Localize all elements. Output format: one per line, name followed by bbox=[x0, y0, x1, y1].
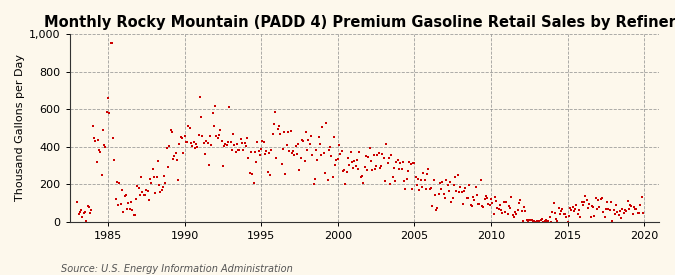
Title: Monthly Rocky Mountain (PADD 4) Premium Gasoline Retail Sales by Refiners: Monthly Rocky Mountain (PADD 4) Premium … bbox=[45, 15, 675, 30]
Text: Source: U.S. Energy Information Administration: Source: U.S. Energy Information Administ… bbox=[61, 264, 292, 274]
Y-axis label: Thousand Gallons per Day: Thousand Gallons per Day bbox=[15, 54, 25, 201]
